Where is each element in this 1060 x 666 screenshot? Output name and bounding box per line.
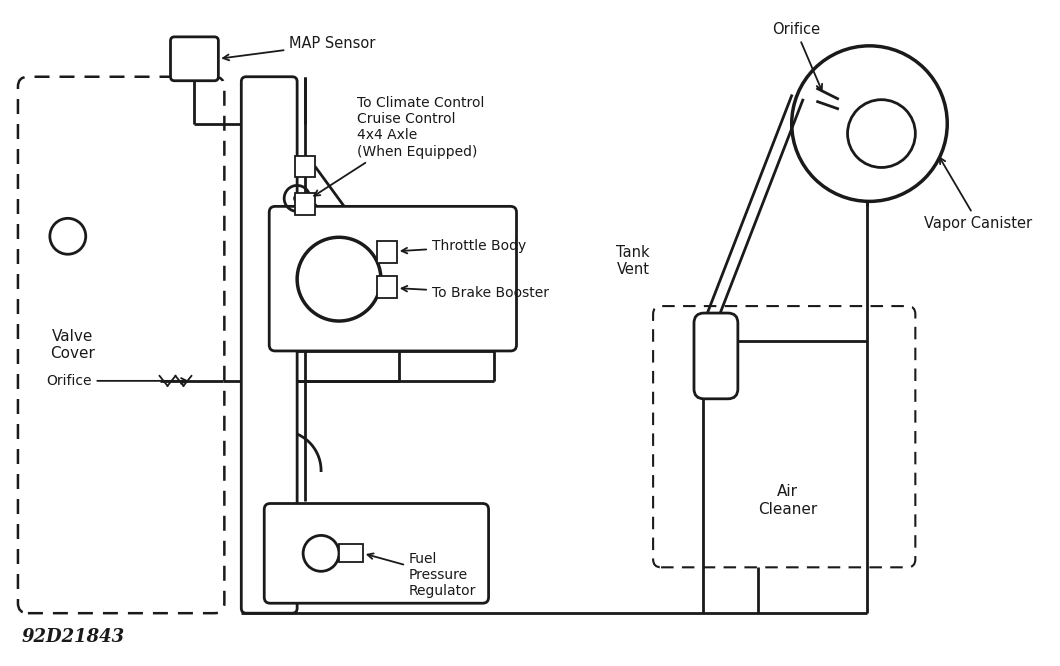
FancyBboxPatch shape: [694, 313, 738, 399]
Text: Fuel
Pressure
Regulator: Fuel Pressure Regulator: [368, 552, 476, 599]
FancyBboxPatch shape: [269, 206, 516, 351]
Bar: [295, 193, 315, 215]
Bar: [295, 156, 315, 177]
Text: Throttle Body: Throttle Body: [402, 239, 526, 253]
Text: Orifice: Orifice: [47, 374, 187, 388]
FancyBboxPatch shape: [171, 37, 218, 81]
Text: MAP Sensor: MAP Sensor: [223, 37, 375, 61]
Text: Valve
Cover: Valve Cover: [51, 329, 95, 361]
Circle shape: [294, 194, 301, 202]
FancyBboxPatch shape: [264, 503, 489, 603]
Bar: [339, 544, 363, 562]
Bar: [377, 241, 396, 263]
Text: Orifice: Orifice: [772, 22, 823, 91]
Bar: [377, 276, 396, 298]
Text: Vapor Canister: Vapor Canister: [924, 158, 1032, 231]
Text: To Climate Control
Cruise Control
4x4 Axle
(When Equipped): To Climate Control Cruise Control 4x4 Ax…: [314, 96, 484, 196]
Text: To Brake Booster: To Brake Booster: [402, 286, 549, 300]
Text: 92D21843: 92D21843: [22, 628, 125, 646]
Text: Air
Cleaner: Air Cleaner: [758, 484, 817, 517]
FancyBboxPatch shape: [242, 77, 297, 613]
Text: Tank
Vent: Tank Vent: [616, 245, 650, 278]
